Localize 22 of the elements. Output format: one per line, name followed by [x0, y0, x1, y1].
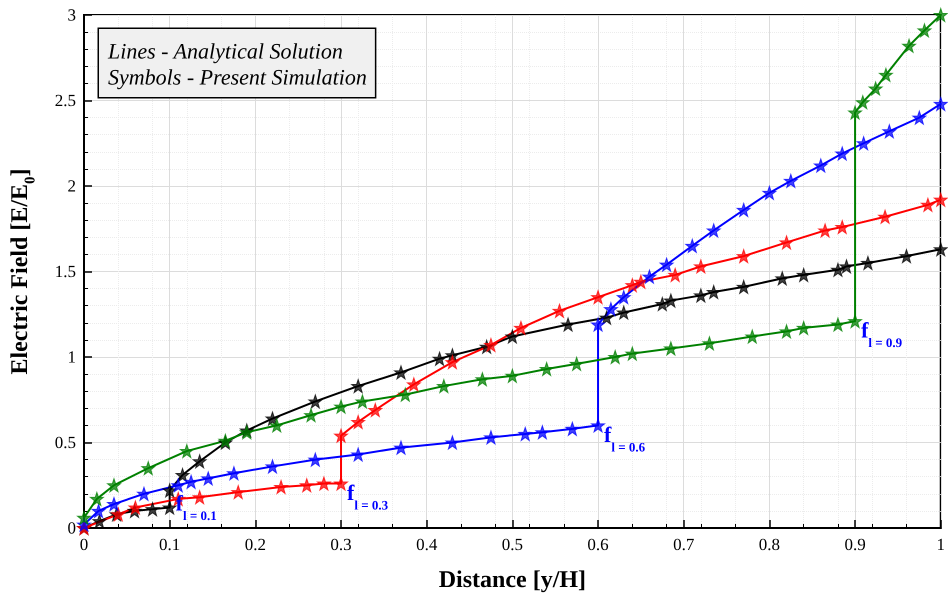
- y-axis-title: Electric Field [E/E0]: [7, 168, 38, 375]
- y-tick-label: 0: [68, 518, 76, 538]
- x-axis-title: Distance [y/H]: [438, 567, 586, 593]
- x-tick-label: 0.7: [673, 535, 695, 554]
- y-tick-label: 0.5: [54, 433, 76, 452]
- annotation: Lines - Analytical Solution: [107, 38, 343, 64]
- x-tick-label: 0.4: [416, 535, 438, 554]
- x-tick-label: 0.2: [244, 535, 266, 554]
- x-tick-label: 1: [936, 535, 945, 554]
- y-tick-label: 1.5: [54, 262, 76, 281]
- x-tick-label: 0.3: [330, 535, 352, 554]
- x-tick-label: 0.5: [502, 535, 523, 554]
- x-tick-label: 0.6: [587, 535, 609, 554]
- y-tick-label: 2.5: [54, 91, 76, 110]
- y-tick-label: 1: [68, 348, 76, 366]
- annotation: Symbols - Present Simulation: [108, 64, 367, 90]
- x-tick-label: 0.8: [758, 535, 780, 554]
- y-tick-label: 3: [68, 6, 76, 24]
- x-tick-label: 0.1: [159, 535, 180, 554]
- x-tick-label: 0: [80, 535, 88, 554]
- y-tick-label: 2: [68, 176, 76, 196]
- x-tick-label: 0.9: [844, 535, 866, 554]
